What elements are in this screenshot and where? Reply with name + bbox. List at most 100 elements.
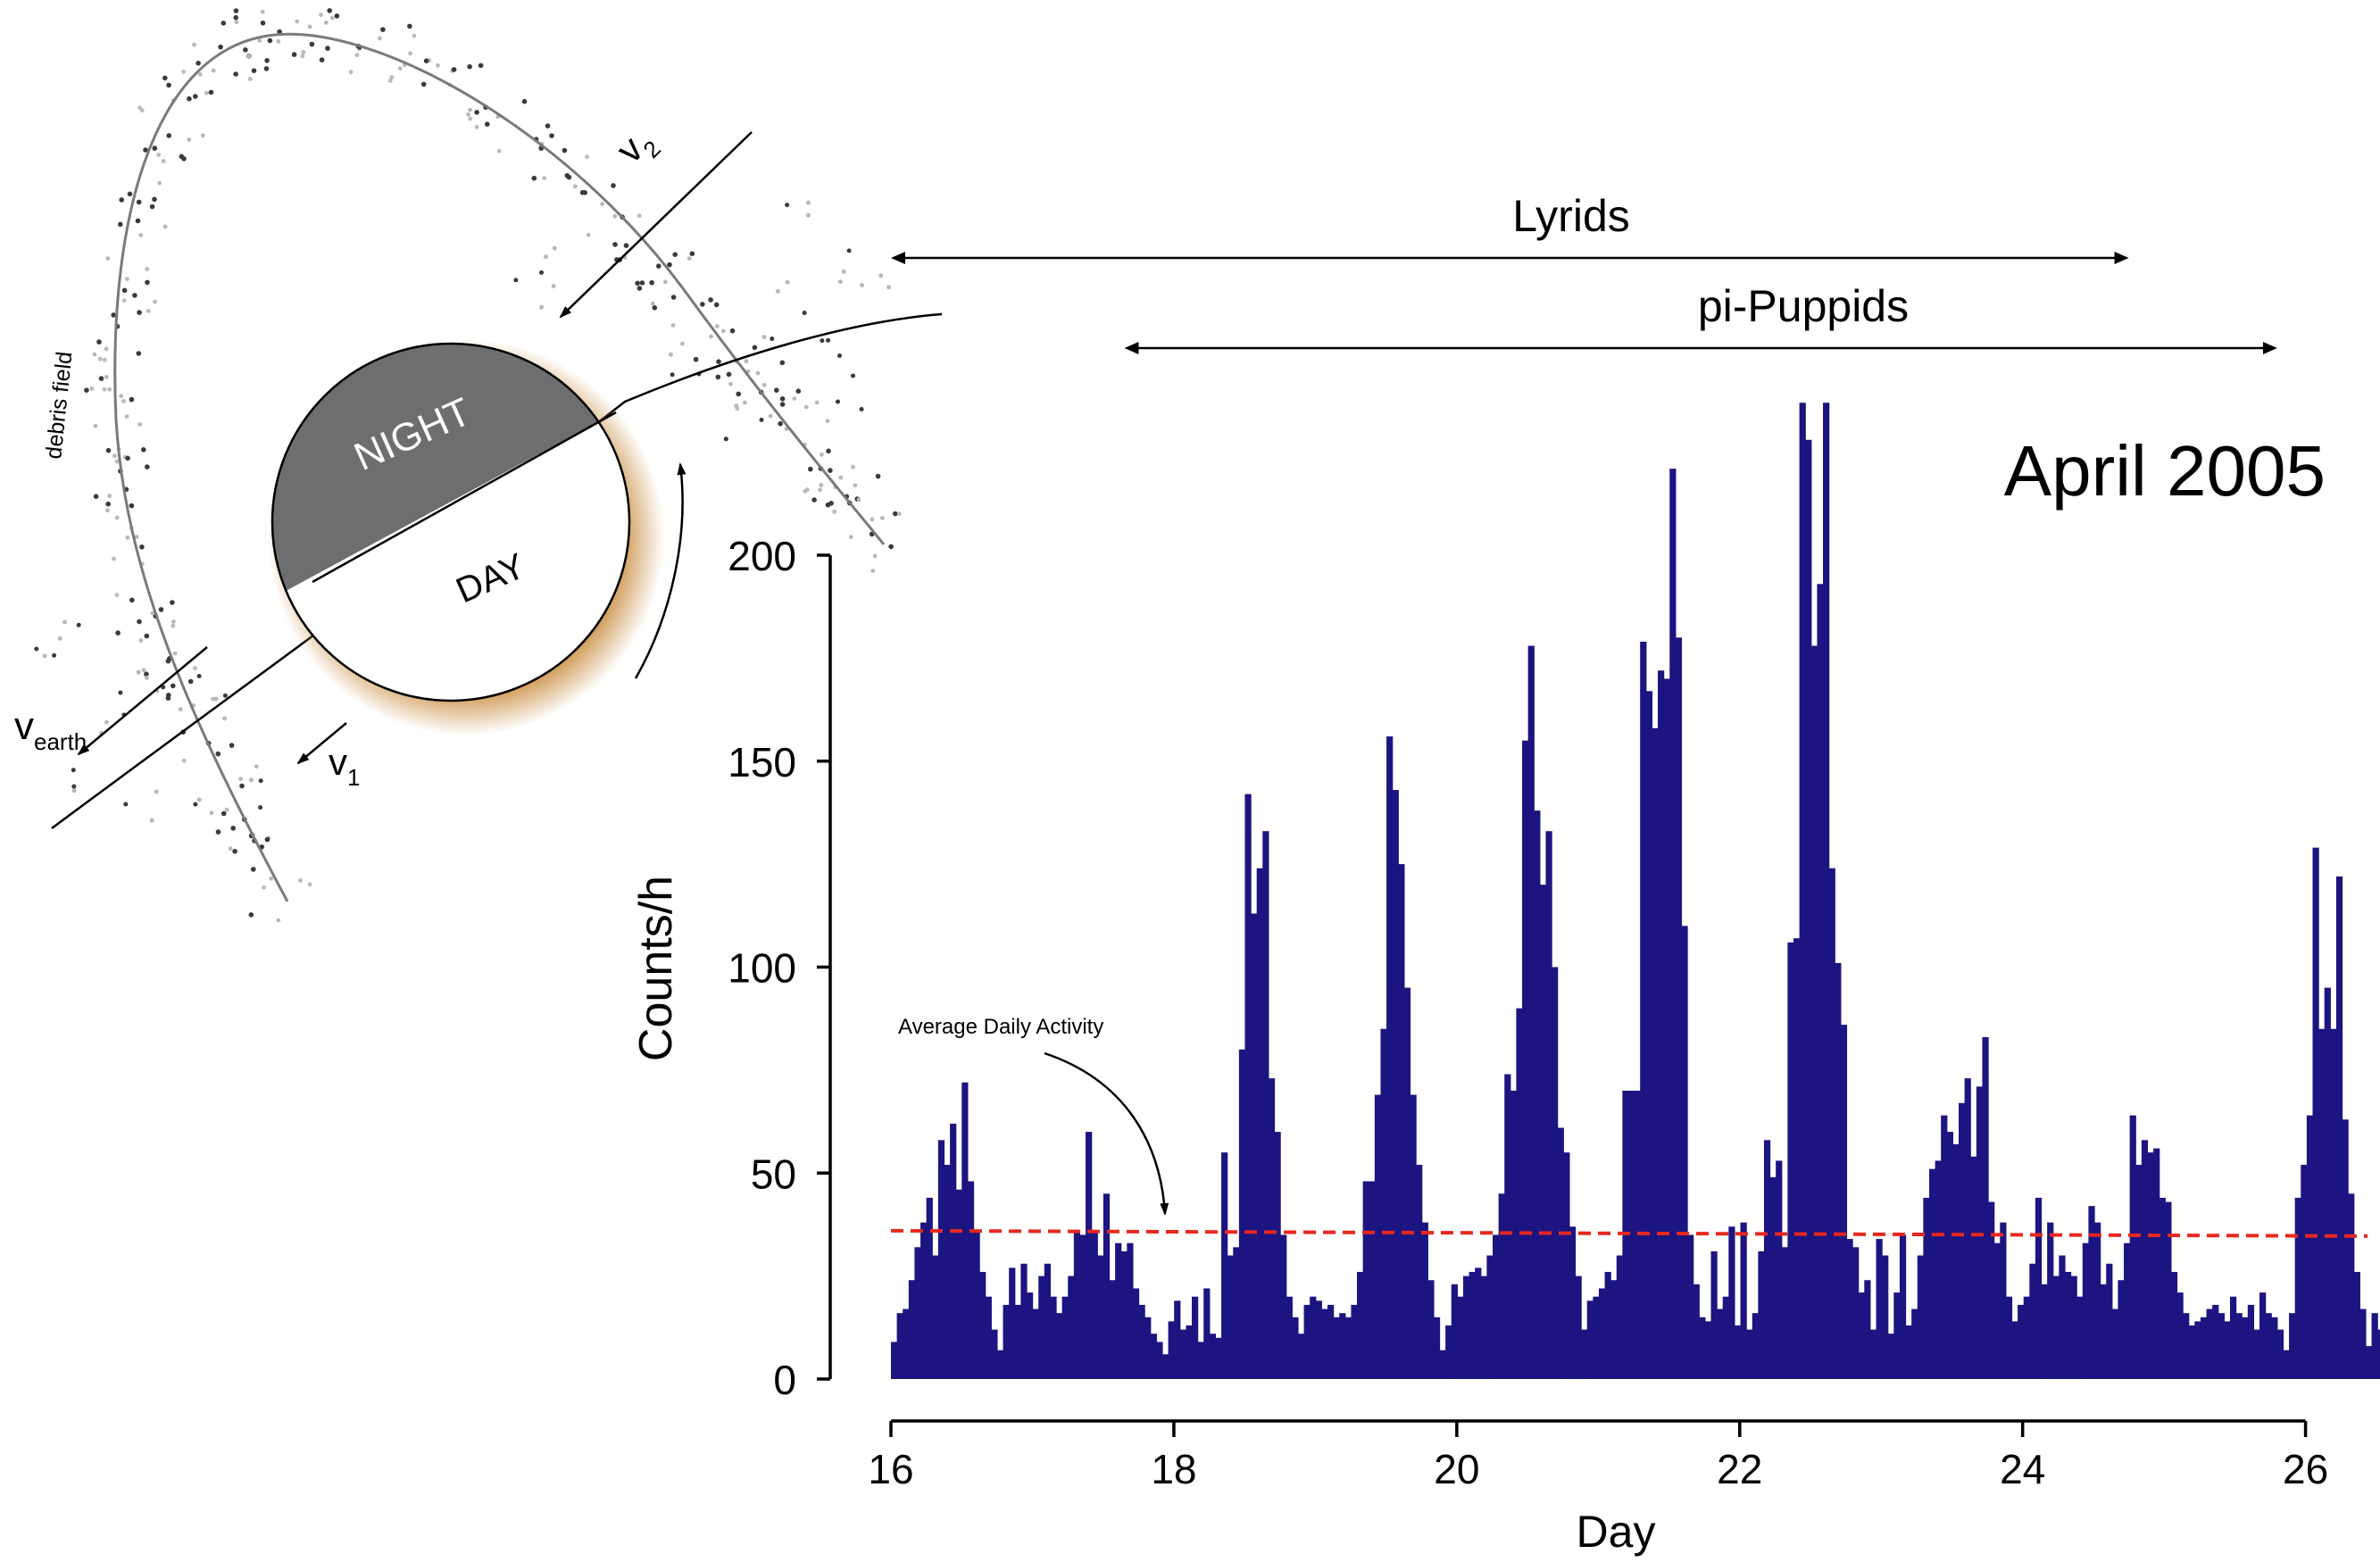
bar — [1586, 1300, 1594, 1379]
shower-name-label: pi-Puppids — [1698, 281, 1909, 331]
bar — [1127, 1242, 1134, 1379]
bar — [1911, 1309, 1918, 1379]
debris-dot — [667, 262, 672, 268]
debris-dot — [57, 636, 62, 641]
debris-dot — [234, 20, 239, 25]
bar — [1238, 1049, 1246, 1379]
debris-dot — [785, 203, 790, 208]
debris-dot — [870, 569, 876, 573]
debris-dot — [209, 810, 214, 815]
bar — [1079, 1234, 1086, 1379]
bars — [891, 403, 2380, 1380]
debris-dot — [325, 46, 330, 51]
debris-dot — [127, 191, 133, 197]
debris-dot — [301, 50, 306, 54]
debris-dot — [42, 653, 47, 659]
debris-dot — [811, 497, 817, 503]
debris-dot — [319, 12, 323, 18]
debris-dot — [893, 511, 898, 517]
bar — [2188, 1325, 2195, 1379]
bar — [1115, 1242, 1122, 1379]
debris-dot — [389, 75, 395, 79]
debris-dot — [119, 394, 124, 398]
v2-arrow — [559, 131, 753, 319]
bar — [1050, 1296, 1057, 1379]
v2-label: v2 — [608, 119, 666, 177]
bar — [2041, 1284, 2048, 1379]
debris-dot — [670, 323, 676, 328]
bar — [1020, 1263, 1028, 1379]
bar — [1351, 1304, 1358, 1379]
bar — [2365, 1346, 2373, 1379]
debris-dot — [637, 213, 642, 219]
shower-name-label: Lyrids — [1512, 191, 1630, 241]
debris-dot — [197, 71, 203, 77]
bar — [2011, 1321, 2018, 1379]
bar — [2242, 1317, 2249, 1379]
bar — [1103, 1193, 1111, 1379]
bar — [1699, 1317, 1706, 1379]
bar — [2153, 1148, 2160, 1379]
bar — [1610, 1280, 1618, 1379]
bar — [2335, 876, 2343, 1379]
bar — [1262, 831, 1269, 1379]
debris-dot — [258, 778, 263, 784]
debris-dot — [277, 29, 282, 35]
debris-dot — [759, 417, 764, 422]
debris-dot — [307, 882, 312, 887]
debris-dot — [836, 399, 840, 404]
bar — [1469, 1272, 1476, 1379]
x-tick-label: 24 — [2000, 1446, 2045, 1492]
debris-dot — [826, 337, 831, 343]
bar — [2023, 1296, 2030, 1379]
debris-dot — [805, 200, 811, 205]
bar — [1179, 1329, 1186, 1379]
debris-dot — [307, 24, 312, 29]
bar — [1616, 1255, 1623, 1379]
bar — [1421, 1222, 1428, 1379]
debris-dot — [125, 277, 129, 281]
bar — [1003, 1304, 1010, 1379]
debris-dot — [251, 68, 257, 73]
debris-dot — [218, 44, 223, 50]
bar — [1522, 740, 1529, 1379]
debris-dot — [327, 8, 333, 13]
bar — [1091, 1230, 1098, 1379]
bar — [1923, 1197, 1930, 1379]
debris-dot — [635, 280, 640, 287]
debris-dot — [478, 62, 484, 69]
debris-dot — [228, 846, 233, 852]
bar — [2000, 1222, 2007, 1379]
bar — [1344, 1317, 1352, 1379]
debris-dot — [124, 414, 129, 419]
x-tick-label: 22 — [1717, 1446, 1762, 1492]
debris-dot — [726, 371, 732, 378]
debris-dot — [720, 328, 726, 334]
debris-dot — [211, 68, 216, 73]
bar — [1357, 1272, 1364, 1379]
debris-dot — [474, 110, 479, 115]
bar — [2124, 1242, 2131, 1379]
debris-dot — [129, 503, 135, 509]
debris-dot — [468, 116, 473, 121]
axes: 0 50 100 150 200 16 18 20 22 24 26 — [728, 533, 2328, 1492]
bar — [1256, 868, 1263, 1379]
bar — [1227, 1255, 1234, 1379]
bar — [1014, 1304, 1021, 1379]
v1-arrow — [296, 722, 347, 765]
bar — [1959, 1102, 1966, 1379]
y-tick-label: 150 — [728, 739, 796, 785]
bar — [1369, 1181, 1376, 1379]
debris-dot — [689, 251, 695, 257]
y-ticks: 0 50 100 150 200 — [728, 533, 830, 1403]
bar — [1752, 1313, 1759, 1379]
debris-dot — [808, 466, 813, 472]
bar — [1333, 1317, 1340, 1379]
debris-dot — [96, 339, 102, 345]
bar — [2076, 1296, 2084, 1379]
v-earth-arrow — [77, 646, 208, 756]
debris-dot — [700, 302, 705, 307]
bar — [1941, 1115, 1948, 1379]
debris-dot — [585, 154, 589, 160]
debris-dot — [295, 19, 300, 24]
